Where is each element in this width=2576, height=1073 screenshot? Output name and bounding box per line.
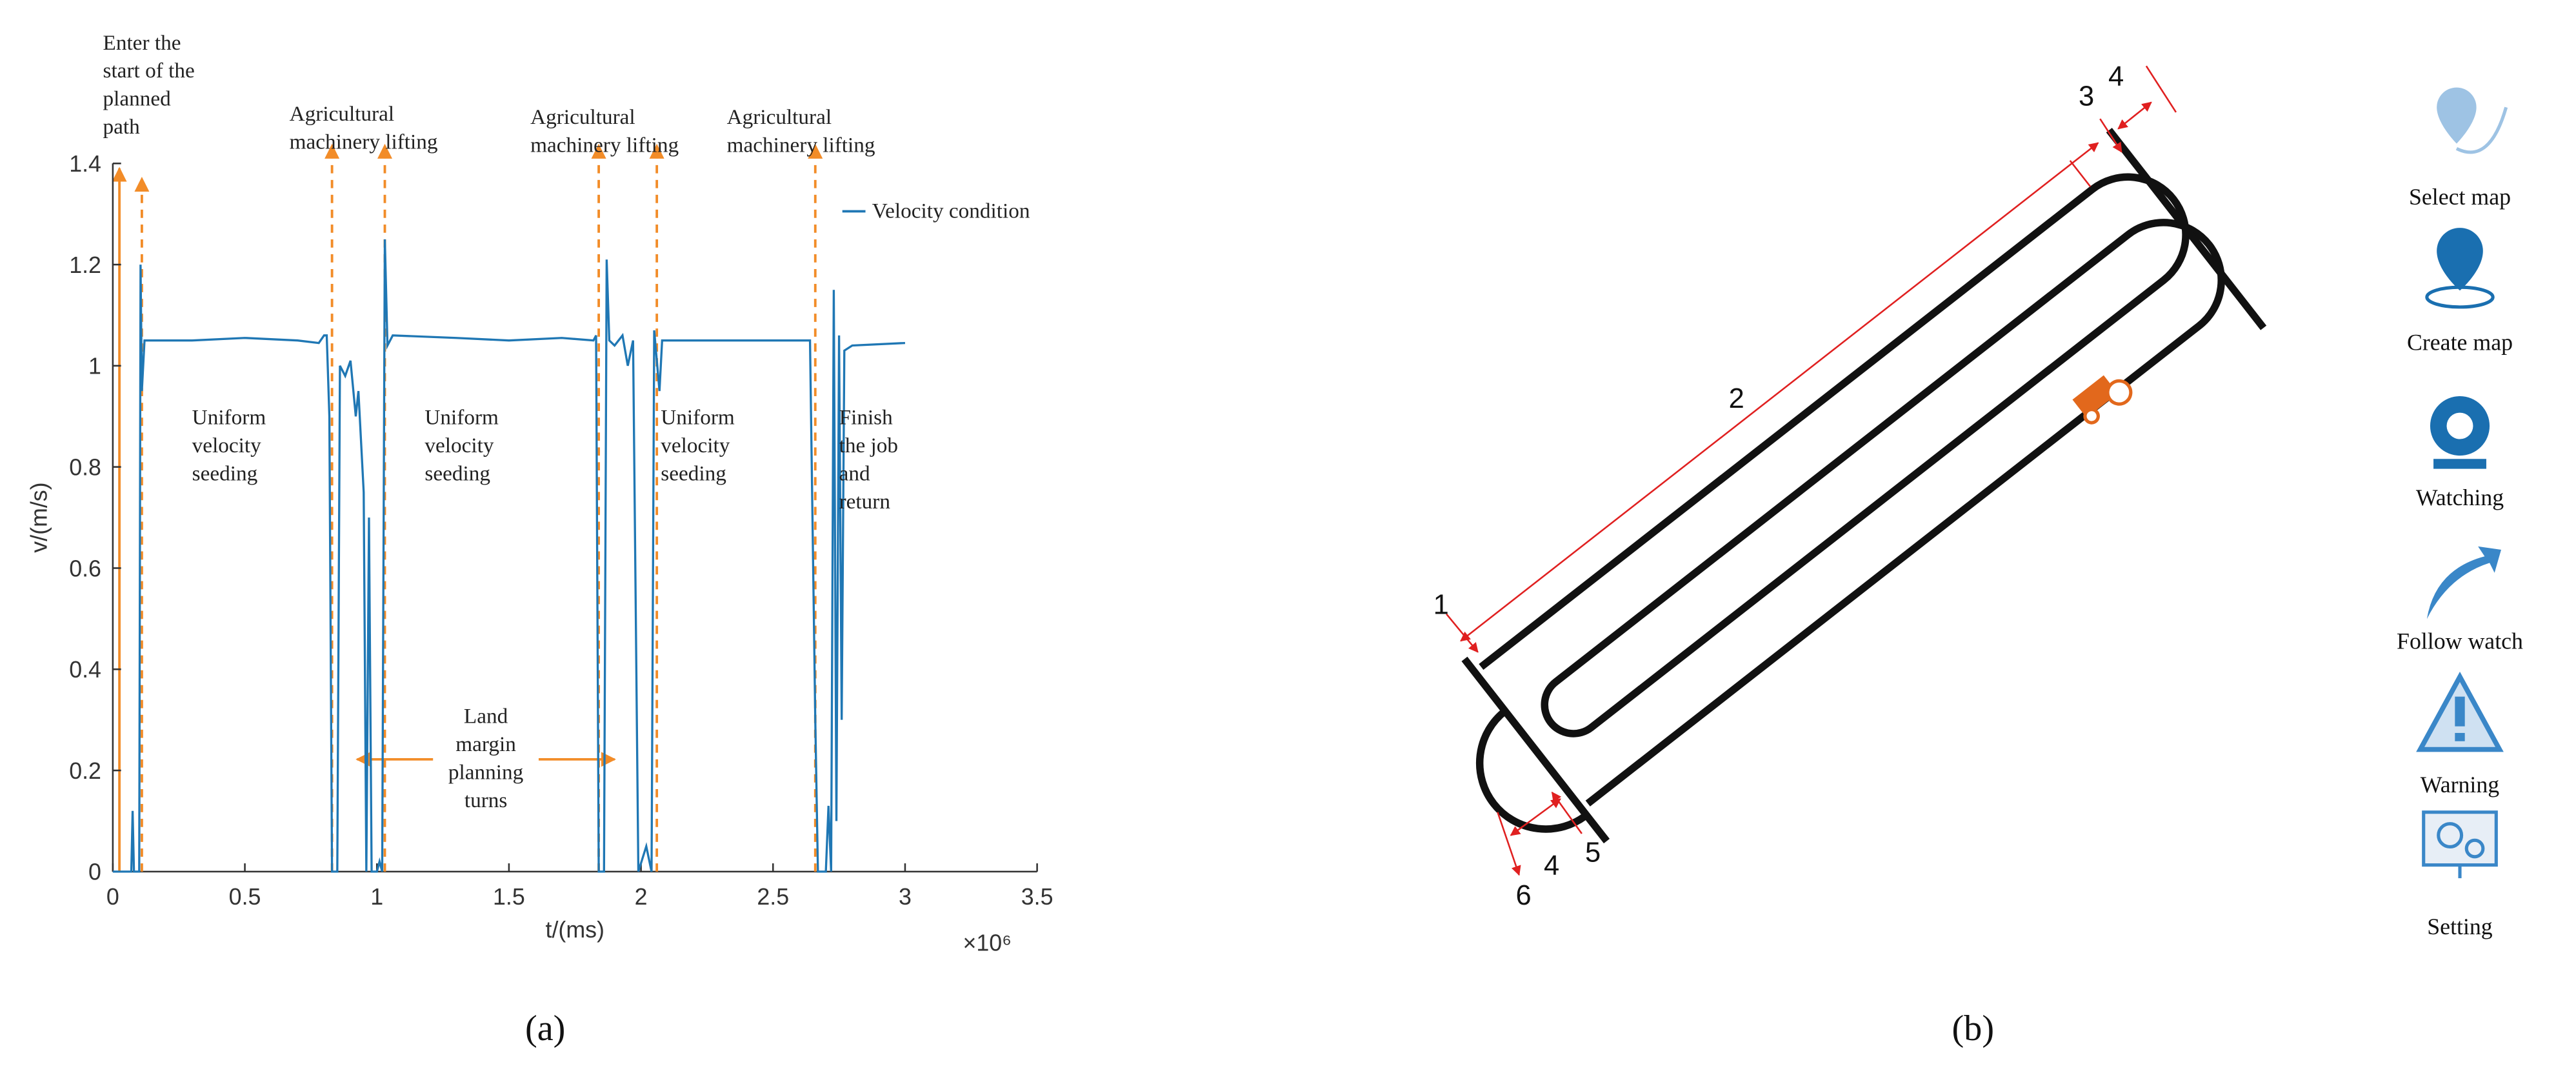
- select-map-icon: [2455, 106, 2508, 154]
- annotation: velocity: [424, 434, 494, 457]
- dimension-line: [2145, 65, 2177, 113]
- follow-watch-icon: [2426, 546, 2501, 619]
- dim-label: 5: [1585, 837, 1601, 868]
- annotation: Agricultural: [530, 105, 635, 129]
- x-tick-label: 0.5: [229, 884, 261, 910]
- dimension-line: [1446, 613, 1479, 653]
- dim-label: 1: [1433, 590, 1449, 621]
- x-offset-label: ×10⁶: [963, 930, 1011, 956]
- annotation: machinery lifting: [727, 133, 875, 157]
- dimension-line: [2117, 101, 2152, 130]
- velocity-line: [112, 239, 906, 873]
- warning-icon: [2455, 696, 2465, 727]
- annotation: turns: [464, 788, 508, 812]
- annotation: Uniform: [192, 406, 266, 430]
- annotation: Uniform: [661, 406, 735, 430]
- y-tick-label: 1: [88, 354, 101, 379]
- create-map-icon: [2425, 285, 2495, 309]
- annotation: and: [839, 462, 870, 486]
- annotation: return: [839, 490, 891, 514]
- y-tick-label: 1.2: [69, 252, 101, 278]
- dim-label: 2: [1729, 383, 1744, 414]
- x-tick-label: 3: [899, 884, 912, 910]
- y-tick-label: 1.4: [69, 151, 101, 177]
- x-tick-label: 1: [370, 884, 383, 910]
- y-tick-label: 0.2: [69, 758, 101, 784]
- y-tick-label: 0.8: [69, 454, 101, 480]
- x-tick-label: 2.5: [757, 884, 789, 910]
- dim-label: 4: [1544, 850, 1559, 881]
- x-tick-label: 3.5: [1021, 884, 1053, 910]
- panel-label: (b): [1952, 1008, 1994, 1048]
- annotation: Finish: [839, 406, 894, 430]
- annotation: machinery lifting: [530, 133, 679, 157]
- annotation: Land: [464, 705, 508, 728]
- legend-label: Velocity condition: [872, 199, 1030, 223]
- boundary: [2106, 128, 2267, 330]
- path-diagram: [1460, 128, 2267, 844]
- annotation: seeding: [192, 462, 258, 486]
- annotation: velocity: [661, 434, 730, 457]
- annotation: path: [103, 115, 141, 139]
- x-tick-label: 2: [635, 884, 648, 910]
- annotation: machinery lifting: [290, 130, 438, 154]
- annotation: Agricultural: [290, 102, 394, 126]
- dimension-line: [1497, 812, 1521, 876]
- watching-icon: [2446, 412, 2473, 439]
- menu-label: Setting: [2427, 914, 2493, 939]
- tractor-icon: [2072, 375, 2133, 425]
- dimension-line: [2099, 118, 2122, 153]
- menu-label: Warning: [2421, 772, 2499, 797]
- dim-label: 4: [2108, 61, 2124, 92]
- setting-icon: [2437, 822, 2464, 849]
- annotation: start of the: [103, 59, 195, 83]
- planned-path: [1479, 173, 2225, 807]
- y-tick-label: 0.6: [69, 556, 101, 581]
- menu-icons: [2416, 87, 2508, 879]
- select-map-icon: [2437, 87, 2477, 144]
- annotation: the job: [839, 434, 898, 457]
- dimension-line: [1460, 142, 2099, 642]
- setting-icon: [2422, 810, 2498, 867]
- annotation: planned: [103, 87, 172, 111]
- menu-label: Create map: [2407, 329, 2513, 355]
- create-map-icon: [2437, 228, 2483, 291]
- x-tick-label: 1.5: [493, 884, 525, 910]
- annotation: Uniform: [424, 406, 499, 430]
- x-tick-label: 0: [106, 884, 119, 910]
- dimension-line: [1551, 791, 1583, 834]
- watching-icon: [2433, 459, 2486, 469]
- annotation: margin: [455, 732, 516, 756]
- panel-label: (a): [525, 1008, 565, 1048]
- y-tick-label: 0.4: [69, 657, 101, 683]
- dimension-line: [1510, 798, 1561, 836]
- dim-label: 3: [2079, 81, 2094, 112]
- y-axis-label: v/(m/s): [26, 482, 52, 552]
- annotation: seeding: [661, 462, 726, 486]
- y-tick-label: 0: [88, 859, 101, 885]
- dimension-line: [2069, 160, 2092, 188]
- x-axis-label: t/(ms): [546, 917, 604, 943]
- annotation: seeding: [424, 462, 490, 486]
- annotation: Enter the: [103, 31, 181, 55]
- boundary: [1461, 656, 1610, 844]
- dim-label: 6: [1516, 880, 1532, 911]
- menu-label: Follow watch: [2397, 628, 2523, 654]
- annotation: planning: [448, 761, 523, 785]
- warning-icon: [2455, 732, 2465, 741]
- setting-icon: [2464, 838, 2485, 859]
- annotation: velocity: [192, 434, 261, 457]
- menu-label: Select map: [2409, 184, 2511, 210]
- annotation: Agricultural: [727, 105, 832, 129]
- menu-label: Watching: [2416, 485, 2504, 510]
